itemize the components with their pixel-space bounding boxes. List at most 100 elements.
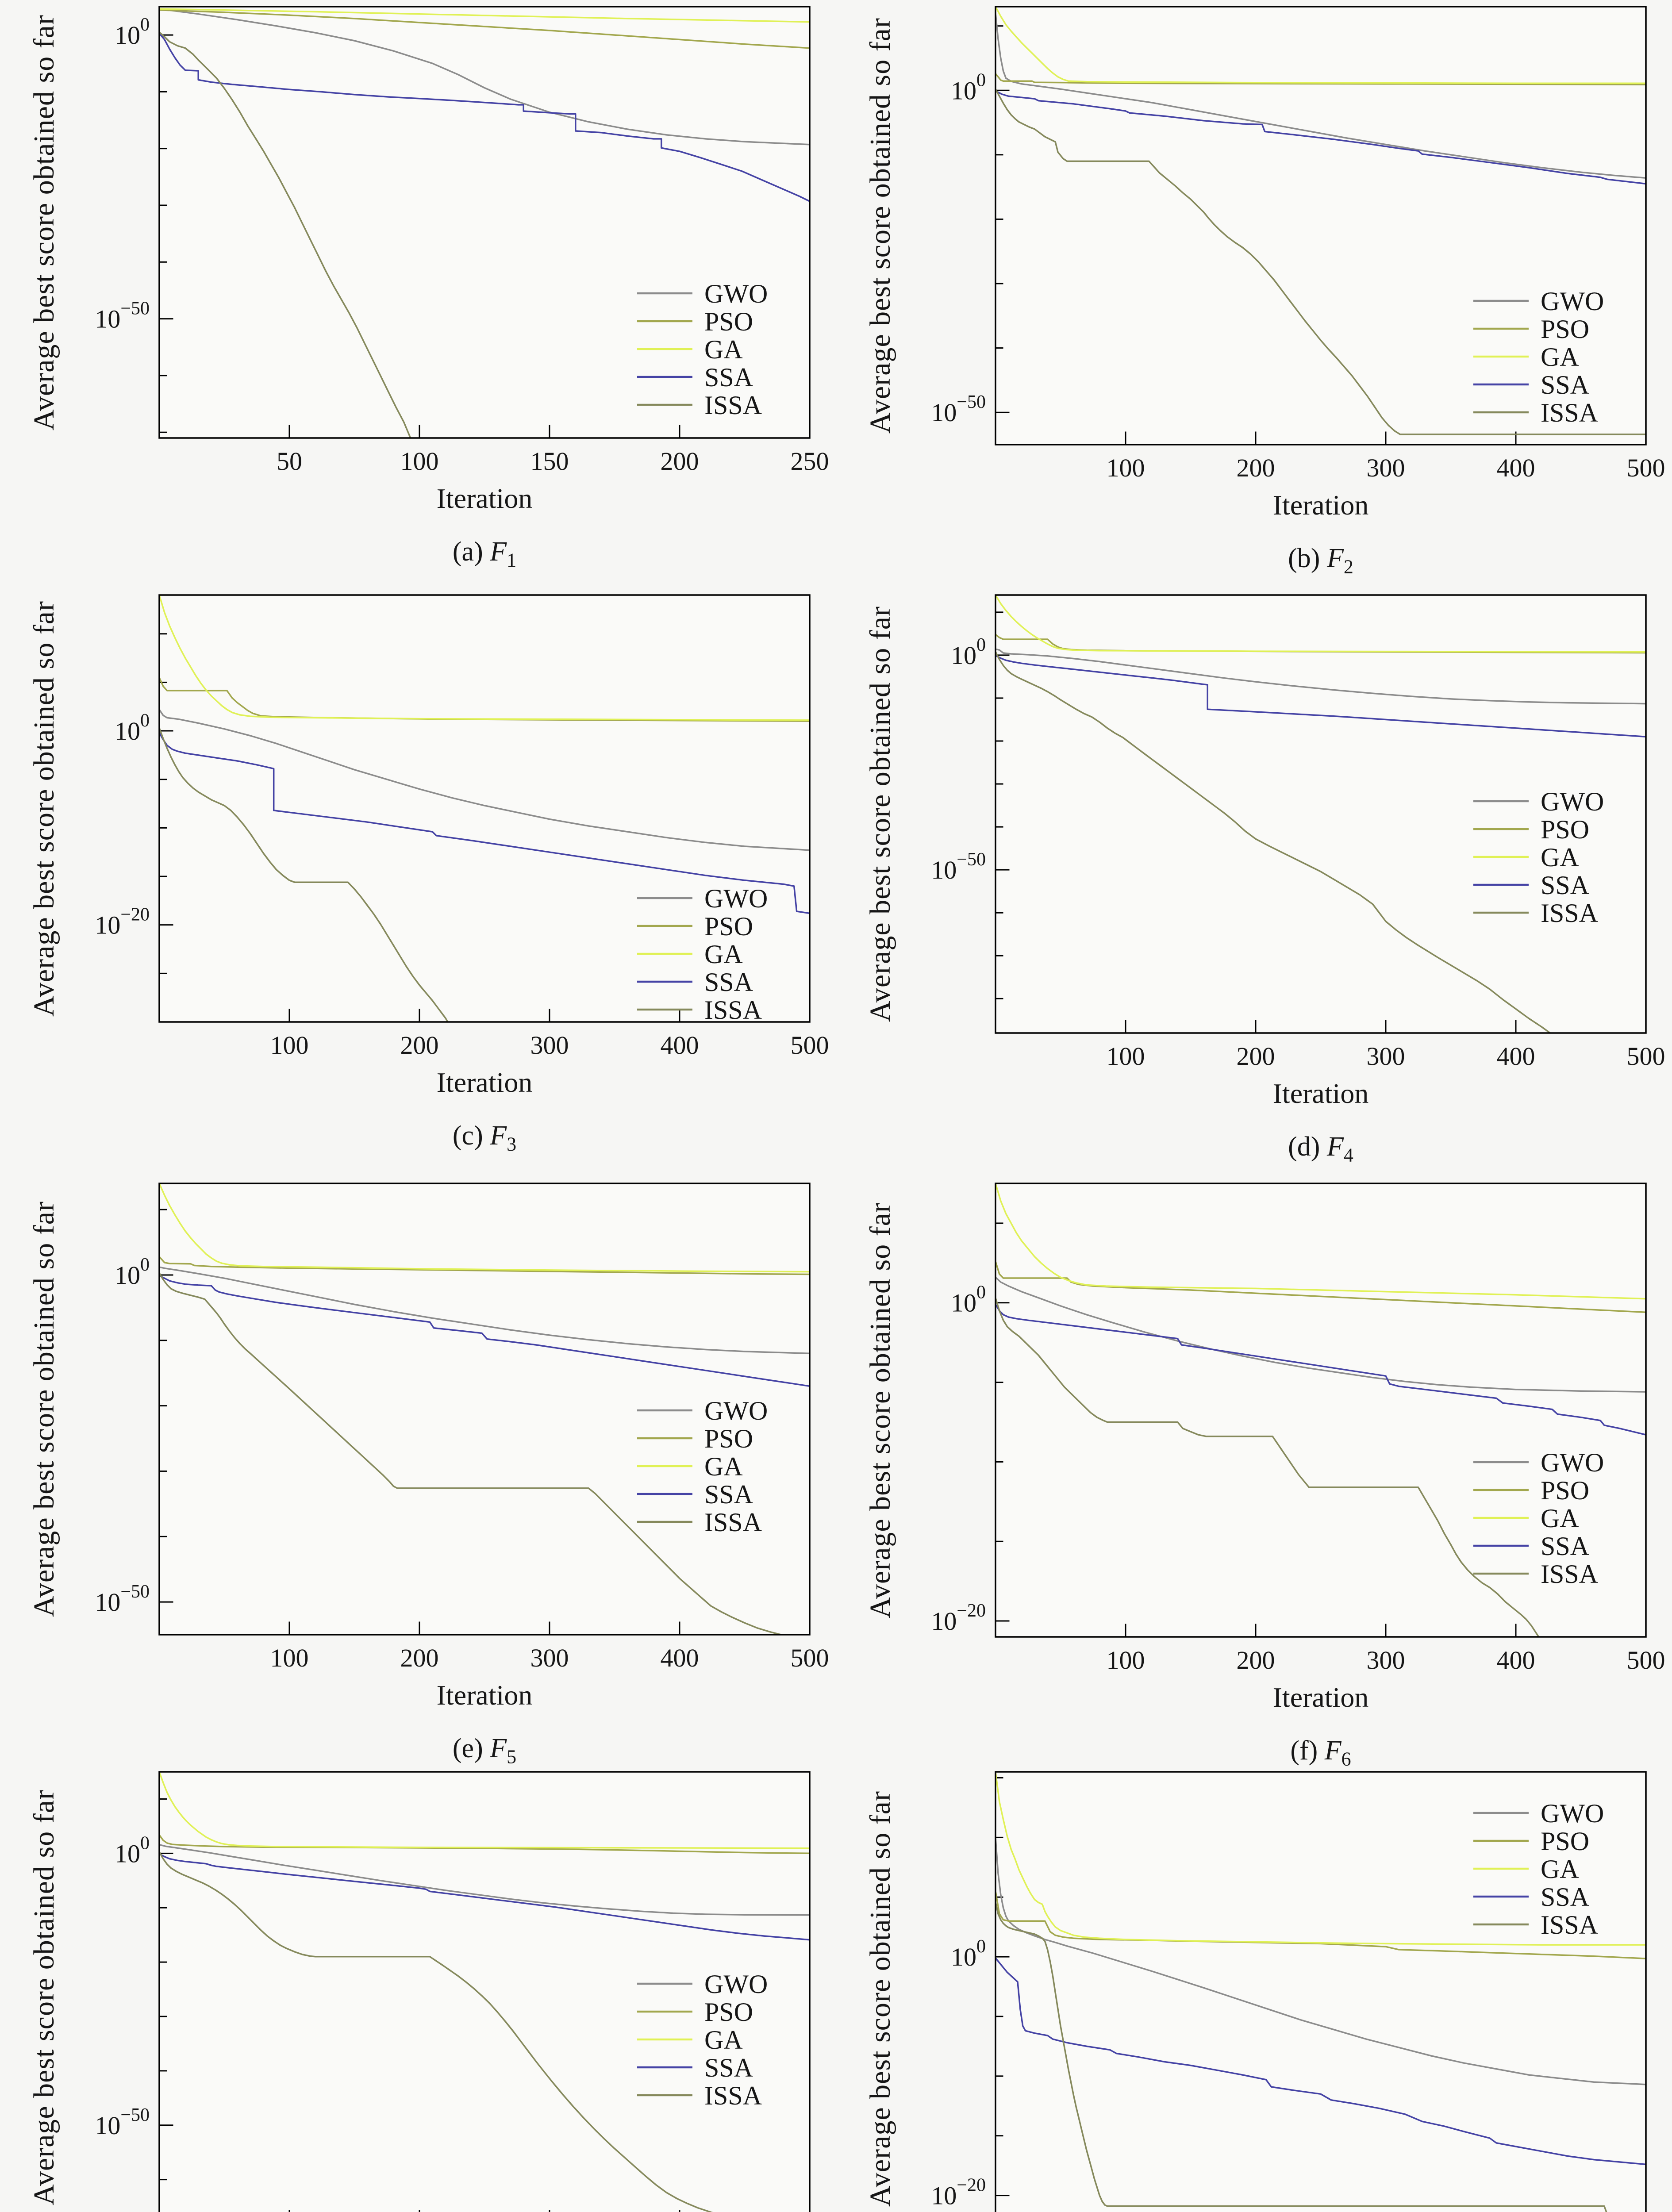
legend-label-PSO: PSO xyxy=(704,1997,753,2027)
subplot-caption: (a) F1 xyxy=(453,536,516,571)
y-tick-label-base: 10 xyxy=(951,76,976,105)
series-line-GA xyxy=(996,1183,1646,1300)
legend-label-GA: GA xyxy=(704,1452,743,1481)
y-tick-label-exponent: −50 xyxy=(120,2105,150,2125)
series-line-ISSA xyxy=(159,727,449,1022)
legend-label-GA: GA xyxy=(704,2025,743,2055)
y-tick-label-exponent: 0 xyxy=(140,15,150,35)
y-tick-label-exponent: −50 xyxy=(120,299,150,319)
x-tick-label: 100 xyxy=(1107,1042,1145,1071)
legend-label-GA: GA xyxy=(704,335,743,364)
x-tick-label: 500 xyxy=(791,1031,829,1060)
plot-frame-bg xyxy=(159,1183,810,1635)
y-axis-label: Average best score obtained so far xyxy=(864,18,896,434)
x-tick-label: 250 xyxy=(791,447,829,476)
series-line-SSA xyxy=(996,90,1646,185)
caption-function-symbol: F xyxy=(490,537,507,567)
caption-function-subscript: 5 xyxy=(507,1746,517,1768)
series-line-GA xyxy=(159,595,810,721)
y-tick-label-exponent: −20 xyxy=(957,1601,986,1621)
series-line-SSA xyxy=(996,655,1646,738)
legend-label-PSO: PSO xyxy=(704,307,753,336)
legend-label-ISSA: ISSA xyxy=(704,1508,762,1537)
caption-function-subscript: 1 xyxy=(507,549,517,571)
legend-label-ISSA: ISSA xyxy=(1541,1559,1598,1589)
series-line-SSA xyxy=(159,1853,810,1941)
plot-frame-bg xyxy=(996,595,1646,1033)
legend-label-PSO: PSO xyxy=(1541,815,1589,844)
series-line-PSO xyxy=(159,1256,810,1275)
series-line-GA xyxy=(159,8,810,23)
x-tick-label: 500 xyxy=(1627,453,1665,482)
y-tick-label-exponent: 0 xyxy=(140,1255,150,1275)
legend-label-GWO: GWO xyxy=(1541,287,1604,316)
legend-label-ISSA: ISSA xyxy=(704,2081,762,2110)
legend-label-GWO: GWO xyxy=(1541,1799,1604,1828)
series-line-GA xyxy=(996,7,1646,84)
legend-label-GWO: GWO xyxy=(1541,787,1604,816)
y-tick-label: 10−20 xyxy=(95,905,150,940)
series-line-ISSA xyxy=(996,1901,1607,2212)
legend-label-PSO: PSO xyxy=(704,912,753,941)
series-line-PSO xyxy=(996,1260,1646,1313)
legend-label-PSO: PSO xyxy=(1541,1476,1589,1505)
x-tick-label: 400 xyxy=(661,1031,699,1060)
y-tick-label: 10−20 xyxy=(931,2175,986,2210)
x-tick-label: 300 xyxy=(1367,453,1405,482)
series-line-GWO xyxy=(996,12,1646,179)
x-tick-label: 200 xyxy=(1237,1646,1275,1674)
y-tick-label: 100 xyxy=(115,1833,150,1868)
caption-index: (a) xyxy=(452,537,483,567)
legend-label-SSA: SSA xyxy=(704,363,753,392)
x-tick-label: 200 xyxy=(1237,1042,1275,1071)
series-line-GWO xyxy=(159,709,810,851)
series-line-SSA xyxy=(996,1303,1646,1436)
series-line-GWO xyxy=(159,8,810,146)
y-axis-label: Average best score obtained so far xyxy=(864,1790,896,2207)
x-tick-label: 500 xyxy=(1627,1042,1665,1071)
legend-label-SSA: SSA xyxy=(704,1480,753,1509)
series-line-GWO xyxy=(996,1836,1646,2085)
series-line-GWO xyxy=(996,648,1646,705)
series-line-SSA xyxy=(159,1275,810,1387)
legend-label-GWO: GWO xyxy=(704,1970,768,1999)
plot-frame xyxy=(158,6,811,439)
caption-function-symbol: F xyxy=(490,1121,507,1151)
x-tick-label: 150 xyxy=(530,447,569,476)
y-tick-label: 10−50 xyxy=(931,849,986,884)
legend-label-ISSA: ISSA xyxy=(1541,398,1598,427)
caption-function-subscript: 4 xyxy=(1343,1144,1353,1166)
x-tick-label: 400 xyxy=(1497,1042,1535,1071)
y-tick-label: 10−50 xyxy=(95,1582,150,1617)
x-tick-label: 300 xyxy=(530,1031,569,1060)
y-tick-label-base: 10 xyxy=(115,1261,140,1290)
y-tick-label-base: 10 xyxy=(95,1588,120,1617)
plot-frame xyxy=(158,1183,811,1636)
plot-frame xyxy=(995,1183,1647,1638)
plot-frame xyxy=(995,594,1647,1034)
x-tick-label: 300 xyxy=(530,1644,569,1672)
plot-frame-bg xyxy=(996,1772,1646,2212)
y-tick-label-base: 10 xyxy=(931,2181,957,2210)
x-tick-label: 200 xyxy=(400,1031,439,1060)
y-tick-label: 100 xyxy=(115,15,150,50)
series-line-ISSA xyxy=(996,1297,1540,1637)
legend-label-GA: GA xyxy=(1541,1855,1579,1884)
caption-index: (e) xyxy=(452,1733,483,1763)
legend-label-SSA: SSA xyxy=(1541,871,1589,900)
y-tick-label-exponent: 0 xyxy=(976,70,986,90)
plot-frame-bg xyxy=(159,7,810,438)
x-axis-label: Iteration xyxy=(436,1067,533,1098)
x-tick-label: 100 xyxy=(1107,1646,1145,1674)
x-tick-label: 400 xyxy=(661,1644,699,1672)
series-line-GA xyxy=(996,1772,1646,1946)
legend-label-GA: GA xyxy=(1541,1504,1579,1533)
series-line-PSO xyxy=(159,9,810,49)
